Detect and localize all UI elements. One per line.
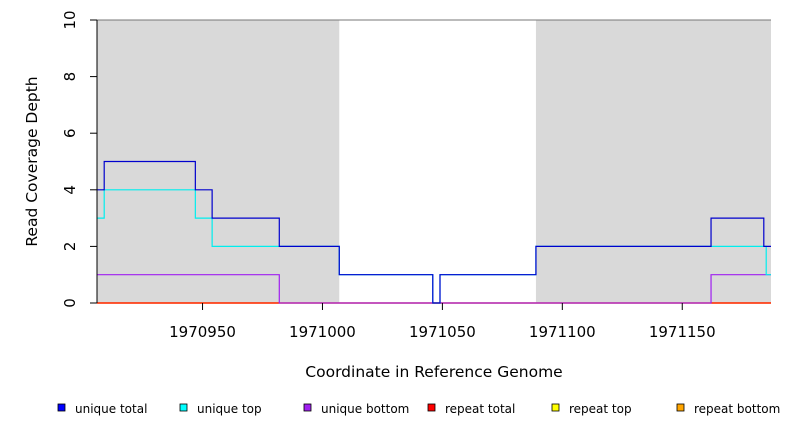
series-lines (97, 160, 771, 304)
y-tick-label: 6 (61, 128, 79, 138)
x-tick-label: 1971100 (529, 323, 596, 341)
y-tick-label: 0 (61, 298, 79, 308)
legend-label: unique bottom (321, 402, 409, 416)
y-tick-label: 4 (61, 185, 79, 195)
legend-swatch (179, 403, 188, 412)
x-tick-label: 1971000 (289, 323, 356, 341)
legend-swatch (676, 403, 685, 412)
x-tick-label: 1971150 (649, 323, 716, 341)
y-tick-label: 2 (61, 242, 79, 252)
legend-swatch (551, 403, 560, 412)
legend-label: repeat top (569, 402, 632, 416)
y-tick-label: 10 (61, 10, 79, 29)
series-unique-bottom (97, 274, 771, 304)
legend-swatch (57, 403, 66, 412)
x-axis-title: Coordinate in Reference Genome (305, 363, 562, 381)
legend-label: repeat bottom (694, 402, 780, 416)
shaded-region-1 (535, 20, 771, 303)
legend-swatch (303, 403, 312, 412)
legend-label: repeat total (445, 402, 515, 416)
axes: 0 2 4 6 8 10 1970950 1971000 1971050 1971100 19711… (61, 10, 771, 341)
legend-label: unique total (75, 402, 147, 416)
y-tick-label: 8 (61, 72, 79, 82)
y-axis-title: Read Coverage Depth (23, 76, 41, 246)
x-tick-label: 1970950 (169, 323, 236, 341)
legend-swatch (427, 403, 436, 412)
legend-label: unique top (197, 402, 262, 416)
legend: unique total unique top unique bottom repea… (57, 402, 780, 416)
series-unique-total (97, 160, 771, 304)
shaded-regions (97, 20, 771, 303)
x-tick-label: 1971050 (409, 323, 476, 341)
